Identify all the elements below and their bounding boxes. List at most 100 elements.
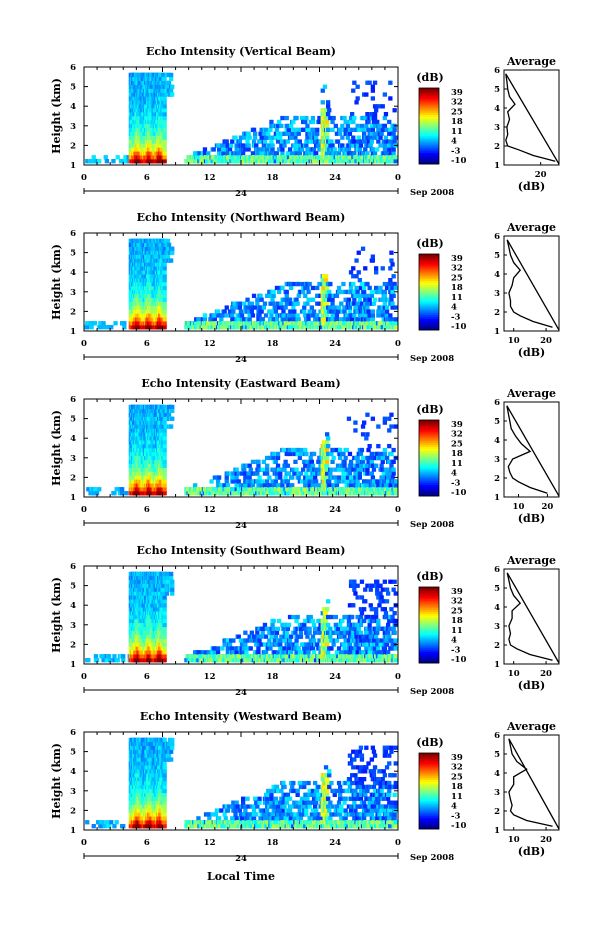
colorbar-segment	[419, 305, 439, 308]
y-tick-label: 4	[70, 268, 76, 278]
heatmap-cell	[260, 147, 265, 152]
heatmap-cell	[303, 487, 308, 492]
heatmap-cell	[363, 305, 368, 310]
heatmap-cell	[326, 451, 331, 457]
heatmap-cell	[306, 467, 311, 472]
heatmap-cell	[364, 483, 369, 488]
heatmap-cell	[311, 309, 317, 314]
heatmap-cell	[305, 127, 310, 132]
heatmap-cell	[356, 250, 361, 255]
colorbar-segment	[419, 101, 439, 104]
heatmap-cell	[307, 131, 312, 136]
heatmap-cell	[282, 463, 287, 468]
heatmap-cell	[327, 108, 332, 113]
heatmap-cell	[253, 305, 258, 310]
colorbar-segment	[419, 152, 439, 155]
heatmap-cell	[309, 475, 314, 480]
heatmap-cell	[255, 151, 260, 156]
heatmap-cell	[164, 250, 169, 255]
y-tick-label: 6	[70, 63, 76, 73]
heatmap-cell	[362, 131, 367, 136]
colorbar-segment	[419, 273, 439, 276]
heatmap-cell	[232, 491, 237, 496]
heatmap-cell	[347, 309, 353, 314]
heatmap-cell	[259, 297, 264, 302]
colorbar-tick-label: 11	[451, 293, 463, 303]
heatmap-cell	[369, 293, 374, 298]
colorbar-segment	[419, 122, 439, 125]
heatmap-cell	[382, 301, 387, 306]
heatmap-cell	[329, 147, 334, 152]
heatmap-cell	[363, 487, 368, 492]
heatmap-cell	[295, 487, 300, 492]
colorbar-segment	[419, 278, 439, 281]
heatmap-cell	[258, 305, 263, 310]
heatmap-cell	[186, 487, 191, 492]
heatmap-cell	[162, 266, 167, 271]
colorbar-segment	[419, 293, 439, 297]
heatmap-cell	[269, 151, 274, 156]
heatmap-cell	[370, 96, 375, 101]
heatmap-cell	[236, 479, 241, 484]
heatmap-cell	[344, 479, 349, 484]
heatmap-cell	[390, 285, 395, 291]
heatmap-cell	[226, 321, 232, 326]
heatmap-cell	[162, 270, 167, 275]
heatmap-cell	[162, 159, 167, 164]
heatmap-cell	[366, 309, 371, 314]
heatmap-cell	[112, 491, 117, 496]
heatmap-cell	[162, 143, 167, 148]
heatmap-cell	[292, 281, 297, 287]
heatmap-cell	[297, 487, 302, 492]
heatmap-cell	[257, 475, 262, 480]
colorbar-segment	[419, 318, 439, 321]
heatmap-cell	[170, 246, 175, 251]
heatmap-cell	[319, 325, 324, 330]
heatmap-cell	[243, 475, 248, 480]
heatmap-cell	[341, 451, 346, 457]
heatmap-cell	[357, 471, 362, 476]
y-tick-label: 3	[70, 122, 76, 132]
heatmap-cell	[351, 479, 356, 484]
heatmap-cell	[341, 281, 346, 287]
heatmap-cell	[217, 313, 222, 318]
heatmap-cell	[247, 317, 252, 322]
heatmap-cell	[246, 131, 251, 136]
heatmap-cell	[237, 321, 242, 326]
heatmap-cell	[365, 281, 370, 287]
heatmap-cell	[237, 313, 242, 318]
colorbar-segment	[419, 320, 439, 323]
heatmap-cell	[220, 313, 225, 318]
colorbar-tick-label: 18	[451, 117, 463, 127]
heatmap-cell	[162, 408, 167, 413]
heatmap-cell	[162, 135, 167, 140]
heatmap-cell	[340, 135, 345, 140]
heatmap-cell	[369, 112, 374, 117]
heatmap-cell	[352, 313, 357, 318]
heatmap-cell	[388, 266, 393, 271]
heatmap-cell	[169, 424, 174, 429]
heatmap-cell	[272, 321, 277, 326]
heatmap-cell	[390, 301, 395, 306]
heatmap-cell	[365, 301, 370, 306]
colorbar-segment	[419, 150, 439, 153]
y-tick-label: 4	[70, 102, 76, 112]
heatmap-cell	[389, 131, 394, 136]
heatmap-cell	[338, 147, 343, 152]
heatmap-cell	[236, 317, 241, 322]
heatmap-cell	[369, 123, 374, 129]
heatmap-cell	[285, 317, 290, 322]
heatmap-cell	[358, 451, 364, 457]
heatmap-cell	[380, 297, 385, 302]
heatmap-cell	[316, 459, 321, 464]
heatmap-cell	[291, 313, 296, 318]
heatmap-cell	[331, 151, 336, 156]
heatmap-cell	[321, 440, 326, 445]
heatmap-cell	[366, 139, 371, 144]
avg-y-tick-label: 4	[494, 270, 500, 280]
heatmap-cell	[275, 455, 281, 461]
heatmap-cell	[378, 325, 383, 330]
heatmap-cell	[378, 135, 383, 140]
heatmap-cell	[375, 147, 380, 152]
heatmap-cell	[368, 143, 373, 148]
